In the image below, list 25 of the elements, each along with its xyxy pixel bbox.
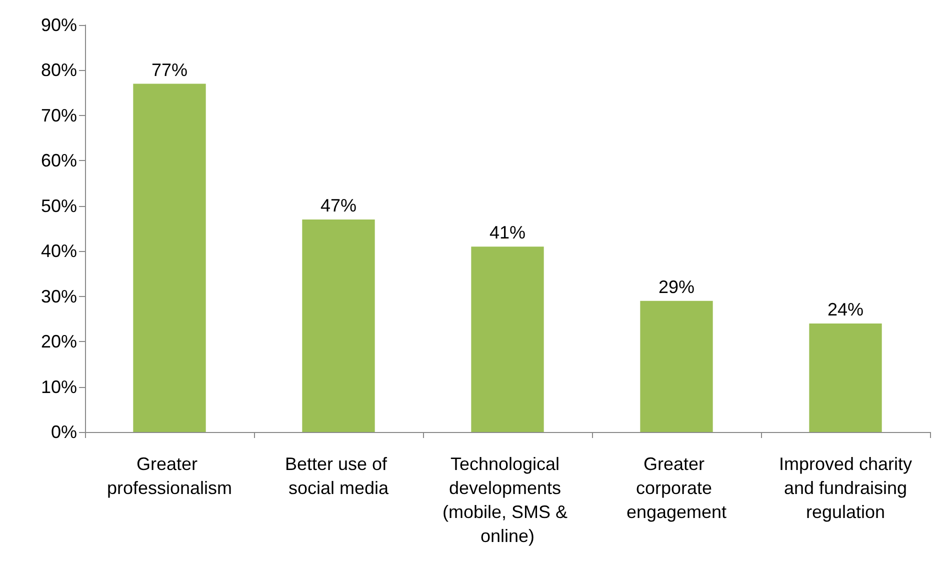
- bar: [133, 84, 206, 432]
- x-tick-label: Greater professionalism: [106, 454, 232, 498]
- y-tick-label: 50%: [40, 196, 77, 216]
- y-tick-label: 20%: [40, 332, 77, 352]
- bar: [471, 246, 544, 432]
- data-label: 77%: [151, 60, 188, 80]
- y-tick-label: 80%: [40, 60, 77, 80]
- y-tick-label: 70%: [40, 105, 77, 126]
- bar: [302, 219, 375, 432]
- y-tick-label: 10%: [40, 376, 77, 397]
- data-label: 24%: [827, 299, 864, 320]
- bar: [809, 323, 882, 432]
- x-tick-label: Improved charity and fundraising regulation: [778, 454, 912, 522]
- bar: [640, 300, 713, 432]
- x-tick-label: Better use of social media: [284, 454, 392, 498]
- y-tick-label: 40%: [40, 241, 77, 262]
- data-label: 47%: [320, 195, 357, 216]
- y-tick-label: 90%: [40, 15, 77, 35]
- data-label: 41%: [489, 222, 526, 243]
- x-tick-label: Greater corporate engagement: [626, 454, 727, 522]
- y-tick-label: 30%: [40, 286, 77, 306]
- y-tick-label: 60%: [40, 150, 77, 171]
- data-label: 29%: [658, 276, 695, 297]
- x-tick-label: Technological developments (mobile, SMS & online): [442, 454, 573, 546]
- y-tick-label: 0%: [50, 422, 77, 442]
